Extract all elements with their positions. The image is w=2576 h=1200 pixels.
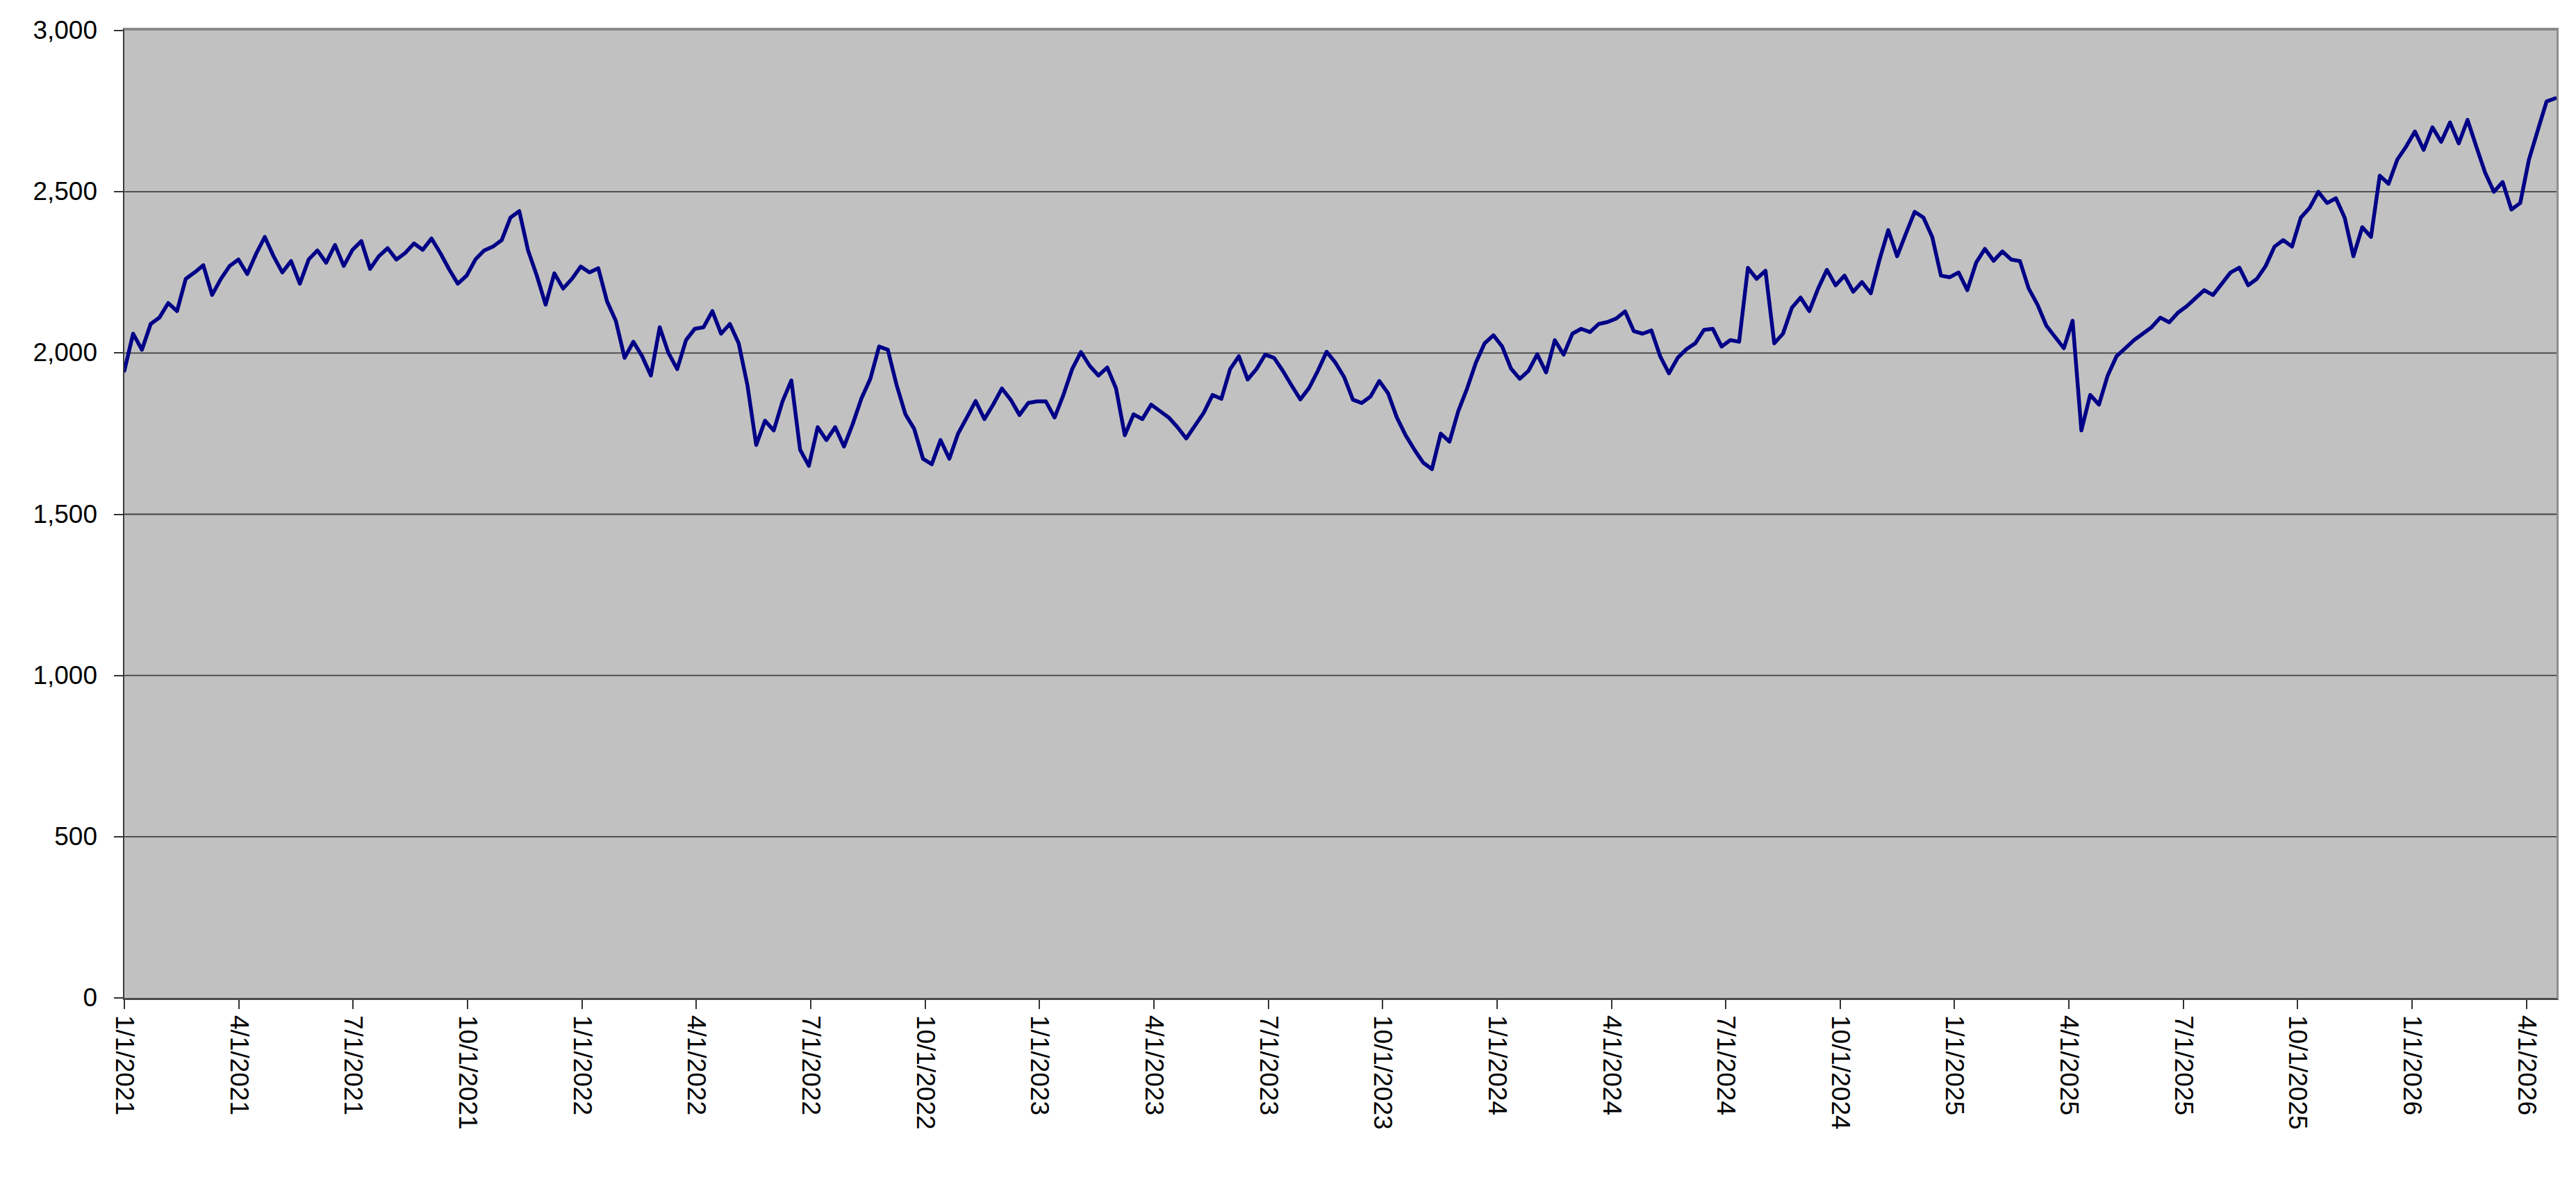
x-axis-tick: [2411, 1000, 2413, 1009]
y-axis-tick-label: 3,000: [0, 16, 97, 45]
x-axis-tick-label: 4/1/2022: [680, 1015, 712, 1115]
x-axis-tick: [1268, 1000, 1269, 1009]
x-axis-tick: [467, 1000, 468, 1009]
x-axis-tick-label: 10/1/2023: [1367, 1015, 1398, 1130]
x-axis-tick: [581, 1000, 583, 1009]
x-axis-tick-label: 10/1/2024: [1824, 1015, 1856, 1130]
y-axis-tick-label: 500: [0, 822, 97, 851]
y-axis-tick-label: 2,500: [0, 177, 97, 206]
x-axis-tick: [352, 1000, 354, 1009]
x-axis-tick: [2526, 1000, 2527, 1009]
x-axis-tick-label: 4/1/2026: [2511, 1015, 2543, 1115]
x-axis-tick-label: 10/1/2025: [2281, 1015, 2313, 1130]
x-axis-tick-label: 4/1/2025: [2053, 1015, 2085, 1115]
y-axis-tick-label: 1,500: [0, 500, 97, 529]
x-axis-tick-label: 1/1/2024: [1481, 1015, 1513, 1115]
y-axis-tick: [114, 675, 123, 676]
x-axis-tick-label: 10/1/2022: [909, 1015, 941, 1130]
x-axis-tick: [2297, 1000, 2298, 1009]
x-axis-tick-label: 7/1/2023: [1253, 1015, 1285, 1115]
x-axis-tick-label: 4/1/2024: [1596, 1015, 1628, 1115]
x-axis-tick-label: 1/1/2021: [108, 1015, 140, 1115]
line-chart: 0 500 1,000 1,500 2,000 2,500 3,000 1/1/2021 4/…: [0, 0, 2576, 1200]
x-axis-tick: [1496, 1000, 1498, 1009]
x-axis-tick: [1954, 1000, 1955, 1009]
x-axis-tick-label: 1/1/2022: [566, 1015, 598, 1115]
x-axis-tick: [1382, 1000, 1383, 1009]
x-axis-tick-label: 1/1/2026: [2396, 1015, 2428, 1115]
x-axis-tick: [1153, 1000, 1155, 1009]
x-axis-tick-label: 1/1/2023: [1023, 1015, 1055, 1115]
x-axis-tick-label: 7/1/2022: [795, 1015, 827, 1115]
x-axis-tick: [1039, 1000, 1040, 1009]
y-axis-tick: [114, 997, 123, 999]
y-axis-tick: [114, 514, 123, 515]
y-axis-tick-label: 0: [0, 983, 97, 1012]
x-axis-tick-label: 1/1/2025: [1938, 1015, 1970, 1115]
y-axis-tick-label: 2,000: [0, 338, 97, 367]
y-axis-tick-label: 1,000: [0, 661, 97, 690]
x-axis-tick: [124, 1000, 125, 1009]
x-axis-tick-label: 7/1/2021: [337, 1015, 369, 1115]
plot-area: [123, 28, 2559, 1000]
y-axis-tick: [114, 191, 123, 192]
x-axis-tick: [1725, 1000, 1726, 1009]
x-axis-tick-label: 7/1/2025: [2168, 1015, 2199, 1115]
x-axis-tick: [2183, 1000, 2184, 1009]
x-axis-tick: [925, 1000, 926, 1009]
y-axis-tick: [114, 836, 123, 838]
x-axis-tick: [1840, 1000, 1841, 1009]
x-axis-tick-label: 4/1/2023: [1138, 1015, 1170, 1115]
x-axis-tick-label: 10/1/2021: [452, 1015, 484, 1130]
x-axis-tick: [810, 1000, 811, 1009]
x-axis-tick: [695, 1000, 697, 1009]
x-axis-tick: [2068, 1000, 2070, 1009]
plot-canvas: [124, 31, 2557, 998]
x-axis-tick: [1611, 1000, 1612, 1009]
x-axis-tick: [238, 1000, 240, 1009]
x-axis-tick-label: 7/1/2024: [1710, 1015, 1742, 1115]
x-axis-tick-label: 4/1/2021: [223, 1015, 255, 1115]
y-axis-tick: [114, 352, 123, 353]
y-axis-tick: [114, 30, 123, 31]
